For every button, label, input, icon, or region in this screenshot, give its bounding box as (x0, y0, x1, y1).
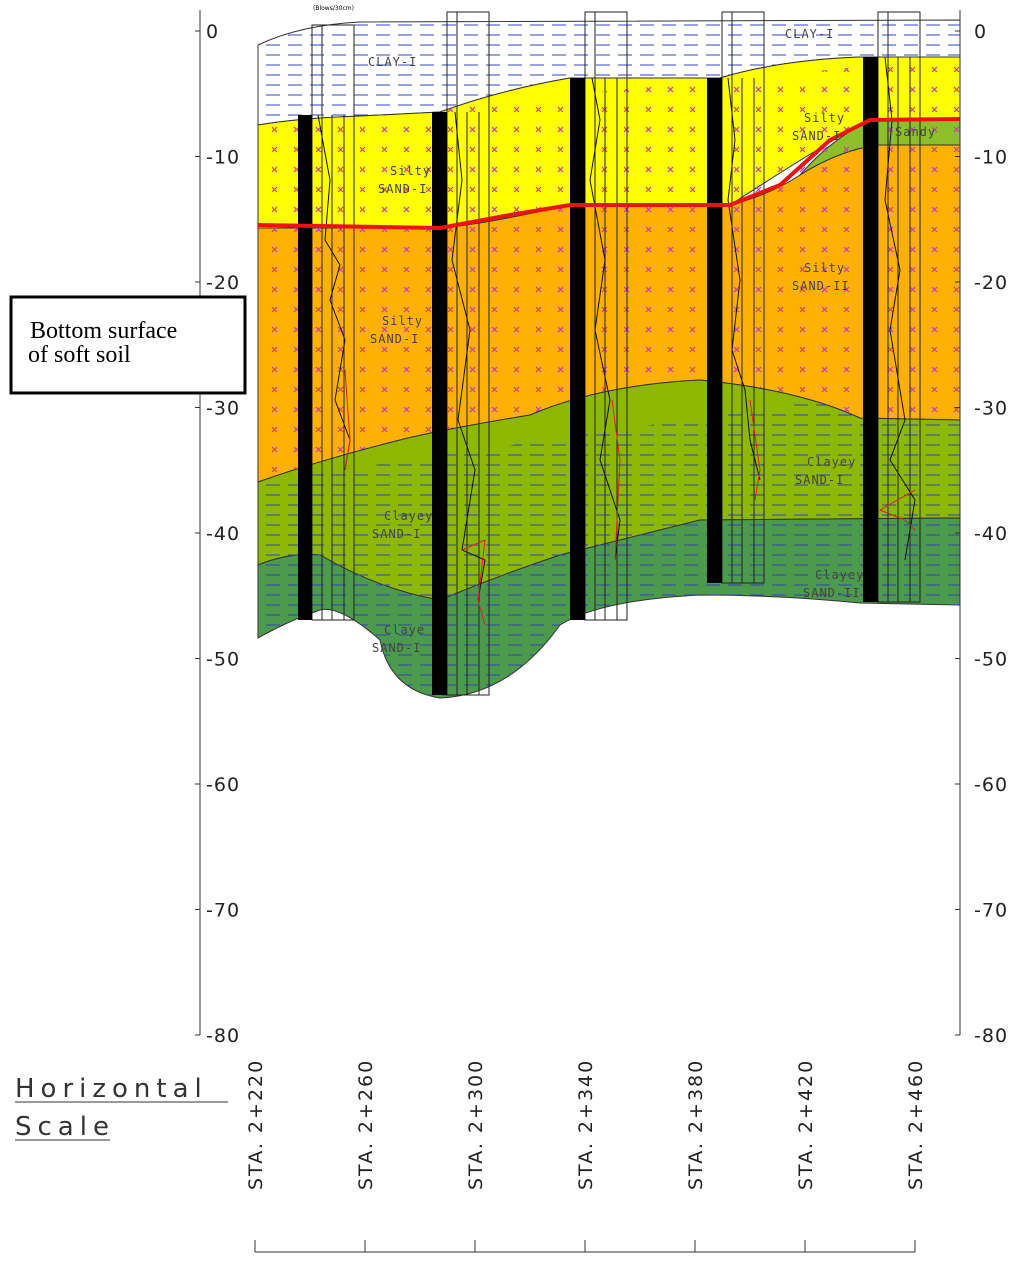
depth-tick-label: -40 (206, 523, 240, 545)
layer-label: Silty (804, 111, 845, 125)
scale-caption: Scale (15, 1112, 115, 1142)
depth-tick-label: -70 (974, 900, 1008, 922)
station-label: STA. 2+460 (905, 1059, 927, 1190)
layer-label: Clayey (384, 509, 433, 523)
layer-label: SAND-I (792, 129, 841, 143)
scale-caption: Horizontal (15, 1074, 208, 1104)
depth-tick-label: -20 (206, 272, 240, 294)
depth-tick-label: -10 (206, 147, 240, 169)
station-label: STA. 2+300 (465, 1059, 487, 1190)
borehole (707, 78, 722, 583)
station-label: STA. 2+420 (795, 1059, 817, 1190)
layer-label: SAND-I (372, 527, 421, 541)
depth-tick-label: -60 (974, 774, 1008, 796)
depth-tick-label: -50 (206, 649, 240, 671)
depth-tick-label: -40 (974, 523, 1008, 545)
layer-label: Clayey (815, 568, 864, 582)
station-label: STA. 2+380 (685, 1059, 707, 1190)
layer-label: SAND-II (792, 279, 850, 293)
depth-tick-label: -20 (974, 272, 1008, 294)
layer-label: Silty (804, 261, 845, 275)
layer-label: SAND-I (795, 473, 844, 487)
depth-tick-label: -50 (974, 649, 1008, 671)
depth-tick-label: -10 (974, 147, 1008, 169)
borehole (570, 78, 585, 620)
layer-label: CLAY-I (368, 55, 417, 69)
depth-tick-label: -30 (974, 398, 1008, 420)
depth-tick-label: -30 (206, 398, 240, 420)
depth-tick-label: -70 (206, 900, 240, 922)
station-label: STA. 2+220 (245, 1059, 267, 1190)
layer-label: SAND-I (378, 182, 427, 196)
layer-label: Clayey (807, 455, 856, 469)
layer-label: SAND-I (370, 332, 419, 346)
borehole (863, 57, 878, 602)
borehole-header: (Blows/30cm) (313, 5, 354, 12)
layer-label: SAND-II (803, 586, 861, 600)
layer-label: Silty (390, 164, 431, 178)
layer-label: Claye (384, 623, 425, 637)
depth-tick-label: 0 (206, 21, 219, 43)
borehole (298, 115, 312, 620)
depth-tick-label: -80 (974, 1025, 1008, 1047)
borehole (432, 112, 447, 695)
callout-text: of soft soil (28, 342, 131, 368)
layer-label: Sandy (895, 125, 936, 139)
station-label: STA. 2+340 (575, 1059, 597, 1190)
depth-tick-label: 0 (974, 21, 987, 43)
depth-tick-label: -60 (206, 774, 240, 796)
cross-section: (Blows/30cm) 0 0 -10 -10 -20 -20 -30 -30 -40 -40 -… (0, 0, 1021, 1261)
depth-tick-label: -80 (206, 1025, 240, 1047)
layer-label: Silty (382, 314, 423, 328)
callout-text: Bottom surface (30, 318, 177, 344)
layer-label: CLAY-I (785, 27, 834, 41)
station-label: STA. 2+260 (355, 1059, 377, 1190)
layer-label: SAND-I (372, 641, 421, 655)
